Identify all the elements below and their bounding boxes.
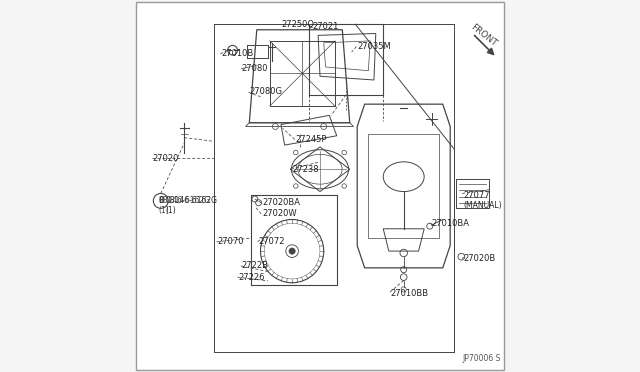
Text: (MANUAL): (MANUAL) (463, 201, 502, 210)
Text: 27035M: 27035M (357, 42, 391, 51)
Text: 27020B: 27020B (463, 254, 495, 263)
Text: 27010BA: 27010BA (431, 219, 470, 228)
Text: 27010BB: 27010BB (390, 289, 429, 298)
Text: 27020BA: 27020BA (262, 198, 300, 207)
Text: 27238: 27238 (292, 165, 319, 174)
Bar (369, 134, 439, 238)
Text: 08146-6162G: 08146-6162G (159, 196, 211, 205)
Text: 27226: 27226 (238, 273, 265, 282)
Text: 27250Q: 27250Q (281, 20, 314, 29)
Text: 27080: 27080 (242, 64, 268, 73)
Text: 08146-6162G: 08146-6162G (166, 196, 218, 205)
Text: 27245P: 27245P (296, 135, 327, 144)
Text: 27010B: 27010B (221, 49, 253, 58)
Text: (1): (1) (159, 206, 170, 215)
Text: 2722B: 2722B (242, 262, 269, 270)
Text: 27072: 27072 (259, 237, 285, 246)
Text: 27021: 27021 (312, 22, 339, 31)
Text: 27080G: 27080G (250, 87, 282, 96)
Text: 27020: 27020 (152, 154, 179, 163)
Text: 27020W: 27020W (262, 209, 297, 218)
Circle shape (289, 248, 295, 254)
Text: (1): (1) (166, 206, 177, 215)
Text: 27077: 27077 (463, 191, 490, 200)
Text: JP70006 S: JP70006 S (462, 354, 500, 363)
Text: FRONT: FRONT (468, 22, 499, 48)
Text: B: B (158, 196, 164, 205)
Text: 27070: 27070 (218, 237, 244, 246)
